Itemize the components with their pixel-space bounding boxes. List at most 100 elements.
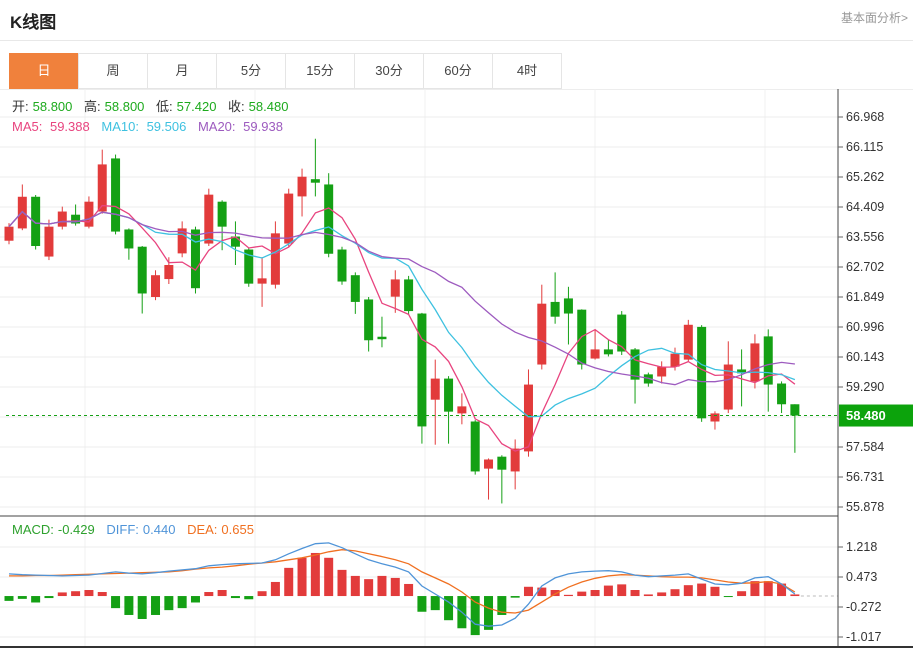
macd-hist-bar [244, 596, 254, 600]
macd-axis-label: 1.218 [846, 540, 877, 554]
macd-axis-label: -0.272 [846, 600, 881, 614]
open-label: 开: [12, 99, 29, 114]
tab-月[interactable]: 月 [147, 53, 217, 89]
macd-hist-bar [497, 596, 507, 615]
tab-日[interactable]: 日 [9, 53, 79, 89]
fundamental-analysis-link[interactable]: 基本面分析> [840, 11, 908, 25]
macd-hist-bar [484, 596, 494, 630]
macd-hist-bar [470, 596, 480, 636]
tab-5分[interactable]: 5分 [216, 53, 286, 89]
close-value: 58.480 [248, 99, 289, 114]
macd-hist-bar [137, 596, 147, 619]
open-value: 58.800 [32, 99, 73, 114]
candle-body [177, 228, 187, 254]
dea-line [9, 549, 796, 614]
tab-周[interactable]: 周 [78, 53, 148, 89]
price-axis-label: 61.849 [846, 290, 884, 304]
macd-hist-bar [550, 590, 560, 597]
macd-hist-bar [630, 590, 640, 597]
macd-hist-bar [643, 594, 653, 597]
candle-body [151, 275, 161, 297]
low-label: 低: [156, 99, 173, 114]
tab-4时[interactable]: 4时 [492, 53, 562, 89]
tab-30分[interactable]: 30分 [354, 53, 424, 89]
tab-15分[interactable]: 15分 [285, 53, 355, 89]
macd-hist-bar [324, 557, 334, 597]
ma-readout: MA5: 59.388 MA10: 59.506 MA20: 59.938 [12, 119, 291, 134]
macd-hist-bar [151, 596, 161, 615]
candle-body [190, 229, 200, 289]
close-label: 收: [228, 99, 245, 114]
macd-hist-bar [657, 592, 667, 597]
macd-hist-bar [97, 592, 107, 597]
candle-body [230, 236, 240, 247]
macd-hist-bar [404, 583, 414, 597]
macd-hist-bar [723, 596, 733, 598]
candle-body [590, 349, 600, 359]
price-axis-label: 66.115 [846, 140, 883, 154]
price-axis-label: 55.878 [846, 500, 884, 514]
candle-body [390, 279, 400, 297]
macd-hist-bar [444, 596, 454, 621]
macd-hist-bar [4, 596, 14, 601]
candle-body [270, 233, 280, 285]
macd-hist-bar [270, 581, 280, 597]
ma5-label: MA5: [12, 119, 43, 134]
macd-hist-bar [417, 596, 427, 612]
macd-hist-bar [204, 592, 214, 597]
candle-body [750, 343, 760, 382]
title-divider [0, 40, 913, 41]
macd-hist-bar [710, 586, 720, 597]
macd-hist-bar [284, 567, 294, 597]
candle-body [257, 278, 267, 284]
candle-body [244, 249, 254, 284]
ma20-label: MA20: [197, 119, 236, 134]
macd-hist-bar [790, 594, 800, 597]
price-axis-label: 60.143 [846, 350, 884, 364]
macd-hist-bar [777, 583, 787, 597]
candle-body [723, 364, 733, 410]
macd-hist-bar [617, 584, 627, 597]
candle-body [603, 349, 613, 355]
candle-body [71, 214, 81, 224]
candle-body [97, 164, 107, 212]
ma5-value: 59.388 [49, 119, 90, 134]
macd-hist-bar [390, 577, 400, 597]
macd-hist-bar [683, 585, 693, 597]
macd-label: MACD: [12, 522, 54, 537]
macd-hist-bar [737, 591, 747, 597]
current-price-badge-text: 58.480 [846, 408, 886, 423]
ma20-value: 59.938 [243, 119, 283, 134]
macd-hist-bar [44, 596, 54, 599]
macd-layer [4, 542, 838, 636]
candle-body [84, 201, 94, 227]
candle-body [310, 179, 320, 183]
macd-hist-bar [350, 575, 360, 597]
price-axis-label: 57.584 [846, 440, 884, 454]
macd-hist-bar [603, 585, 613, 597]
macd-hist-bar [297, 557, 307, 597]
candle-body [284, 193, 294, 244]
candle-body [444, 378, 454, 412]
candle-body [204, 194, 214, 244]
candle-body [657, 366, 667, 377]
candle-body [617, 314, 627, 352]
candle-body [57, 211, 67, 227]
macd-hist-bar [111, 596, 121, 609]
price-axis-label: 62.702 [846, 260, 884, 274]
tab-60分[interactable]: 60分 [423, 53, 493, 89]
candle-body [337, 249, 347, 282]
candle-body [763, 336, 773, 385]
macd-hist-bar [763, 581, 773, 597]
macd-hist-bar [577, 591, 587, 597]
dea-value: 0.655 [221, 522, 254, 537]
candle-body [550, 301, 560, 317]
macd-value: -0.429 [57, 522, 95, 537]
ma10-value: 59.506 [146, 119, 187, 134]
macd-hist-bar [257, 591, 267, 597]
candle-body [563, 298, 573, 314]
macd-readout: MACD: -0.429 DIFF: 0.440 DEA: 0.655 [12, 522, 262, 537]
ma5-line [8, 204, 796, 452]
candle-body [324, 184, 334, 254]
candle-body [364, 299, 374, 341]
